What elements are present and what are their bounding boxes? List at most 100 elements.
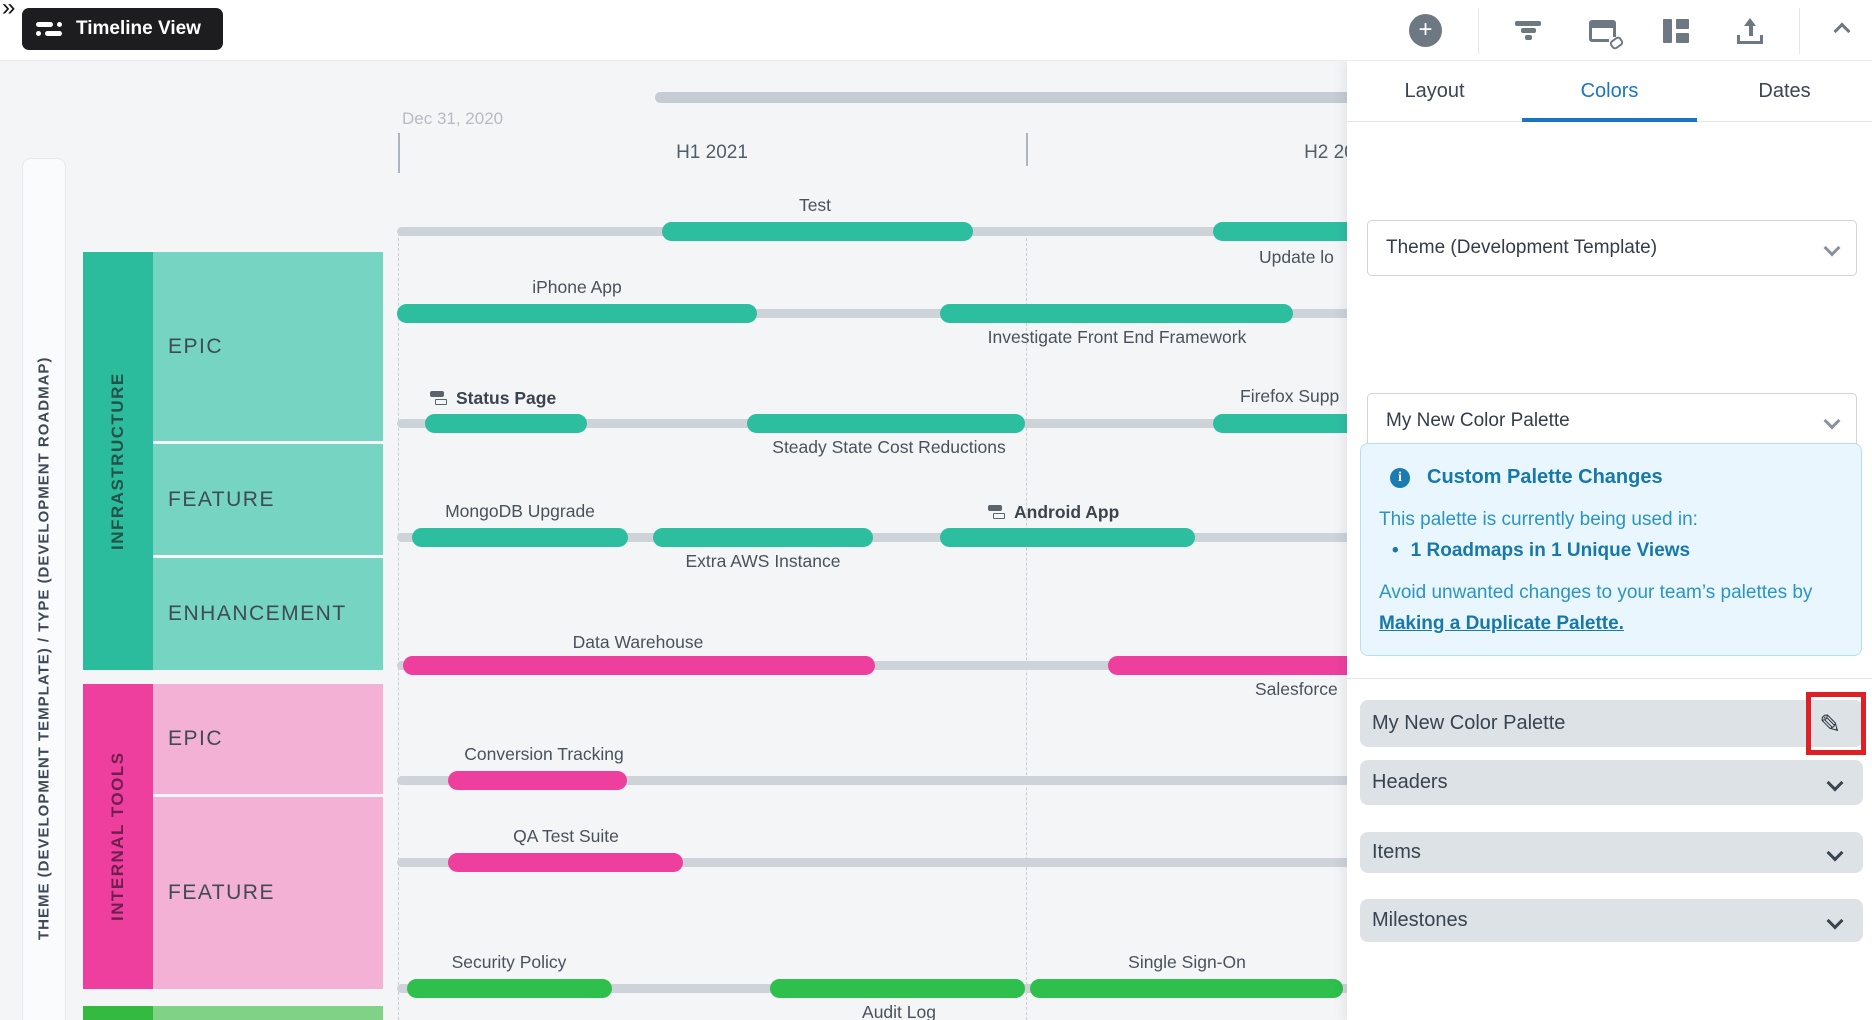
- swimlane-row: FEATURE: [153, 444, 383, 555]
- item-track: [397, 308, 1360, 318]
- color-by-value: Theme (Development Template): [1386, 237, 1658, 258]
- tab-colors[interactable]: Colors: [1522, 61, 1697, 122]
- horizontal-scrollbar[interactable]: [655, 92, 1360, 103]
- period-h1-label: H1 2021: [676, 142, 748, 163]
- item-type-icon: [988, 505, 1007, 520]
- accordion-items[interactable]: Items: [1360, 832, 1863, 873]
- swimlane-header[interactable]: INFRASTRUCTURE: [83, 252, 153, 670]
- window-link-icon: [1588, 19, 1622, 47]
- roadmap-item-bar[interactable]: [407, 978, 612, 998]
- chevron-down-icon: [1826, 844, 1844, 861]
- swimlane-row: EPIC: [153, 684, 383, 794]
- roadmap-item-bar[interactable]: [425, 413, 587, 433]
- toolbar-divider: [1799, 7, 1800, 54]
- annotation-highlight-box: [1806, 692, 1866, 755]
- swimlane-row-label: EPIC: [168, 727, 224, 750]
- swimlane-row-label: FEATURE: [168, 487, 275, 511]
- roadmap-item-label: Android App: [988, 502, 1119, 523]
- roadmap-item-bar[interactable]: [1213, 221, 1383, 241]
- roadmap-item-label: Audit Log: [862, 1002, 936, 1020]
- top-toolbar: Timeline View +: [0, 0, 1872, 61]
- pivot-rail-label: THEME (DEVELOPMENT TEMPLATE) / TYPE (DEV…: [35, 356, 53, 940]
- accordion-label: Items: [1372, 841, 1421, 863]
- pencil-icon[interactable]: ✎: [1819, 708, 1841, 739]
- sidebar-expand-icon[interactable]: »: [2, 0, 16, 21]
- integrations-button[interactable]: [1565, 11, 1639, 51]
- roadmap-item-bar[interactable]: [653, 527, 873, 547]
- roadmap-item-label: Update lo: [1259, 247, 1334, 267]
- roadmap-item-label: Test: [798, 195, 832, 215]
- swimlane-header-label: EC...: [83, 1006, 153, 1020]
- roadmap-item-bar[interactable]: [397, 303, 757, 323]
- infobox-line2: Avoid unwanted changes to your team’s pa…: [1379, 582, 1813, 603]
- roadmap-item-label: Data Warehouse: [572, 632, 704, 652]
- accordion-headers[interactable]: Headers: [1360, 760, 1863, 805]
- roadmap-item-bar[interactable]: [448, 852, 683, 872]
- item-type-icon: [430, 391, 449, 406]
- tab-dates[interactable]: Dates: [1758, 79, 1811, 102]
- roadmap-item-bar[interactable]: [940, 303, 1293, 323]
- chevron-up-icon: [1833, 22, 1851, 39]
- chevron-down-icon: [1826, 912, 1844, 929]
- accordion-label: My New Color Palette: [1372, 712, 1566, 734]
- timeline-gridline: [398, 233, 399, 1020]
- chevron-down-icon: [1823, 412, 1841, 430]
- infobox-bullet: 1 Roadmaps in 1 Unique Views: [1377, 540, 1843, 562]
- item-track: [397, 775, 1360, 785]
- roadmap-item-label: Investigate Front End Framework: [987, 327, 1247, 347]
- swimlane-header-label: INTERNAL TOOLS: [108, 751, 127, 922]
- roadmap-item-bar[interactable]: [1108, 655, 1373, 675]
- filter-button[interactable]: [1491, 11, 1565, 51]
- roadmap-item-label: Firefox Supp: [1240, 386, 1340, 406]
- swimlane-header-label: INFRASTRUCTURE: [108, 372, 127, 550]
- plus-icon: +: [1418, 16, 1433, 43]
- roadmap-item-bar[interactable]: [448, 770, 627, 790]
- format-panel: Layout Colors Dates Color By Theme (Deve…: [1347, 61, 1872, 1020]
- timeline-view-button[interactable]: Timeline View: [22, 8, 223, 50]
- info-icon: i: [1390, 467, 1410, 488]
- roadmap-item-bar[interactable]: [940, 527, 1195, 547]
- palette-select[interactable]: My New Color Palette: [1367, 393, 1857, 449]
- collapse-panel-button[interactable]: [1812, 11, 1872, 51]
- swimlane-row: ENHANCEMENT: [153, 558, 383, 670]
- roadmap-item-bar[interactable]: [747, 413, 1025, 433]
- timeline-gridline: [1026, 233, 1027, 1020]
- layout-columns-button[interactable]: [1639, 11, 1713, 51]
- roadmap-item-label: Security Policy: [451, 952, 567, 972]
- roadmap-item-label: MongoDB Upgrade: [445, 501, 595, 521]
- timeline-start-date: Dec 31, 2020: [402, 109, 504, 128]
- export-icon: [1737, 17, 1763, 44]
- item-track: [397, 857, 1360, 867]
- format-panel-tabs: Layout Colors Dates: [1347, 61, 1872, 122]
- duplicate-palette-link[interactable]: Making a Duplicate Palette.: [1379, 613, 1624, 634]
- add-item-button[interactable]: +: [1409, 14, 1442, 47]
- roadmap-item-label: Conversion Tracking: [464, 744, 624, 764]
- accordion-milestones[interactable]: Milestones: [1360, 899, 1863, 942]
- roadmap-item-bar[interactable]: [412, 527, 628, 547]
- roadmap-item-label: Steady State Cost Reductions: [772, 437, 1006, 457]
- roadmap-item-label: Salesforce: [1255, 679, 1338, 699]
- infobox-title: Custom Palette Changes: [1427, 466, 1663, 488]
- color-by-select[interactable]: Theme (Development Template): [1367, 220, 1857, 276]
- roadmap-item-label: QA Test Suite: [513, 826, 619, 846]
- custom-palette-infobox: i Custom Palette Changes This palette is…: [1360, 443, 1862, 656]
- roadmap-item-bar[interactable]: [1213, 413, 1383, 433]
- export-button[interactable]: [1713, 11, 1787, 51]
- palette-value: My New Color Palette: [1386, 410, 1570, 431]
- roadmap-item-bar[interactable]: [403, 655, 875, 675]
- roadmap-item-label: Single Sign-On: [1128, 952, 1246, 972]
- tab-layout[interactable]: Layout: [1404, 79, 1465, 102]
- swimlane-header[interactable]: INTERNAL TOOLS: [83, 684, 153, 989]
- roadmap-item-bar[interactable]: [662, 221, 973, 241]
- pivot-rail[interactable]: THEME (DEVELOPMENT TEMPLATE) / TYPE (DEV…: [22, 158, 66, 1020]
- accordion-label: Headers: [1372, 771, 1448, 793]
- swimlane-header[interactable]: EC...: [83, 1006, 153, 1020]
- infobox-line1: This palette is currently being used in:: [1379, 509, 1698, 530]
- roadmap-item-bar[interactable]: [770, 978, 1025, 998]
- swimlane-row: FEATURE: [153, 797, 383, 989]
- accordion-my-new-color-palette[interactable]: My New Color Palette ✎: [1360, 700, 1863, 747]
- timeline-view-icon: [36, 20, 64, 38]
- swimlane-row-label: FEATURE: [168, 881, 275, 904]
- roadmap-item-bar[interactable]: [1030, 978, 1343, 998]
